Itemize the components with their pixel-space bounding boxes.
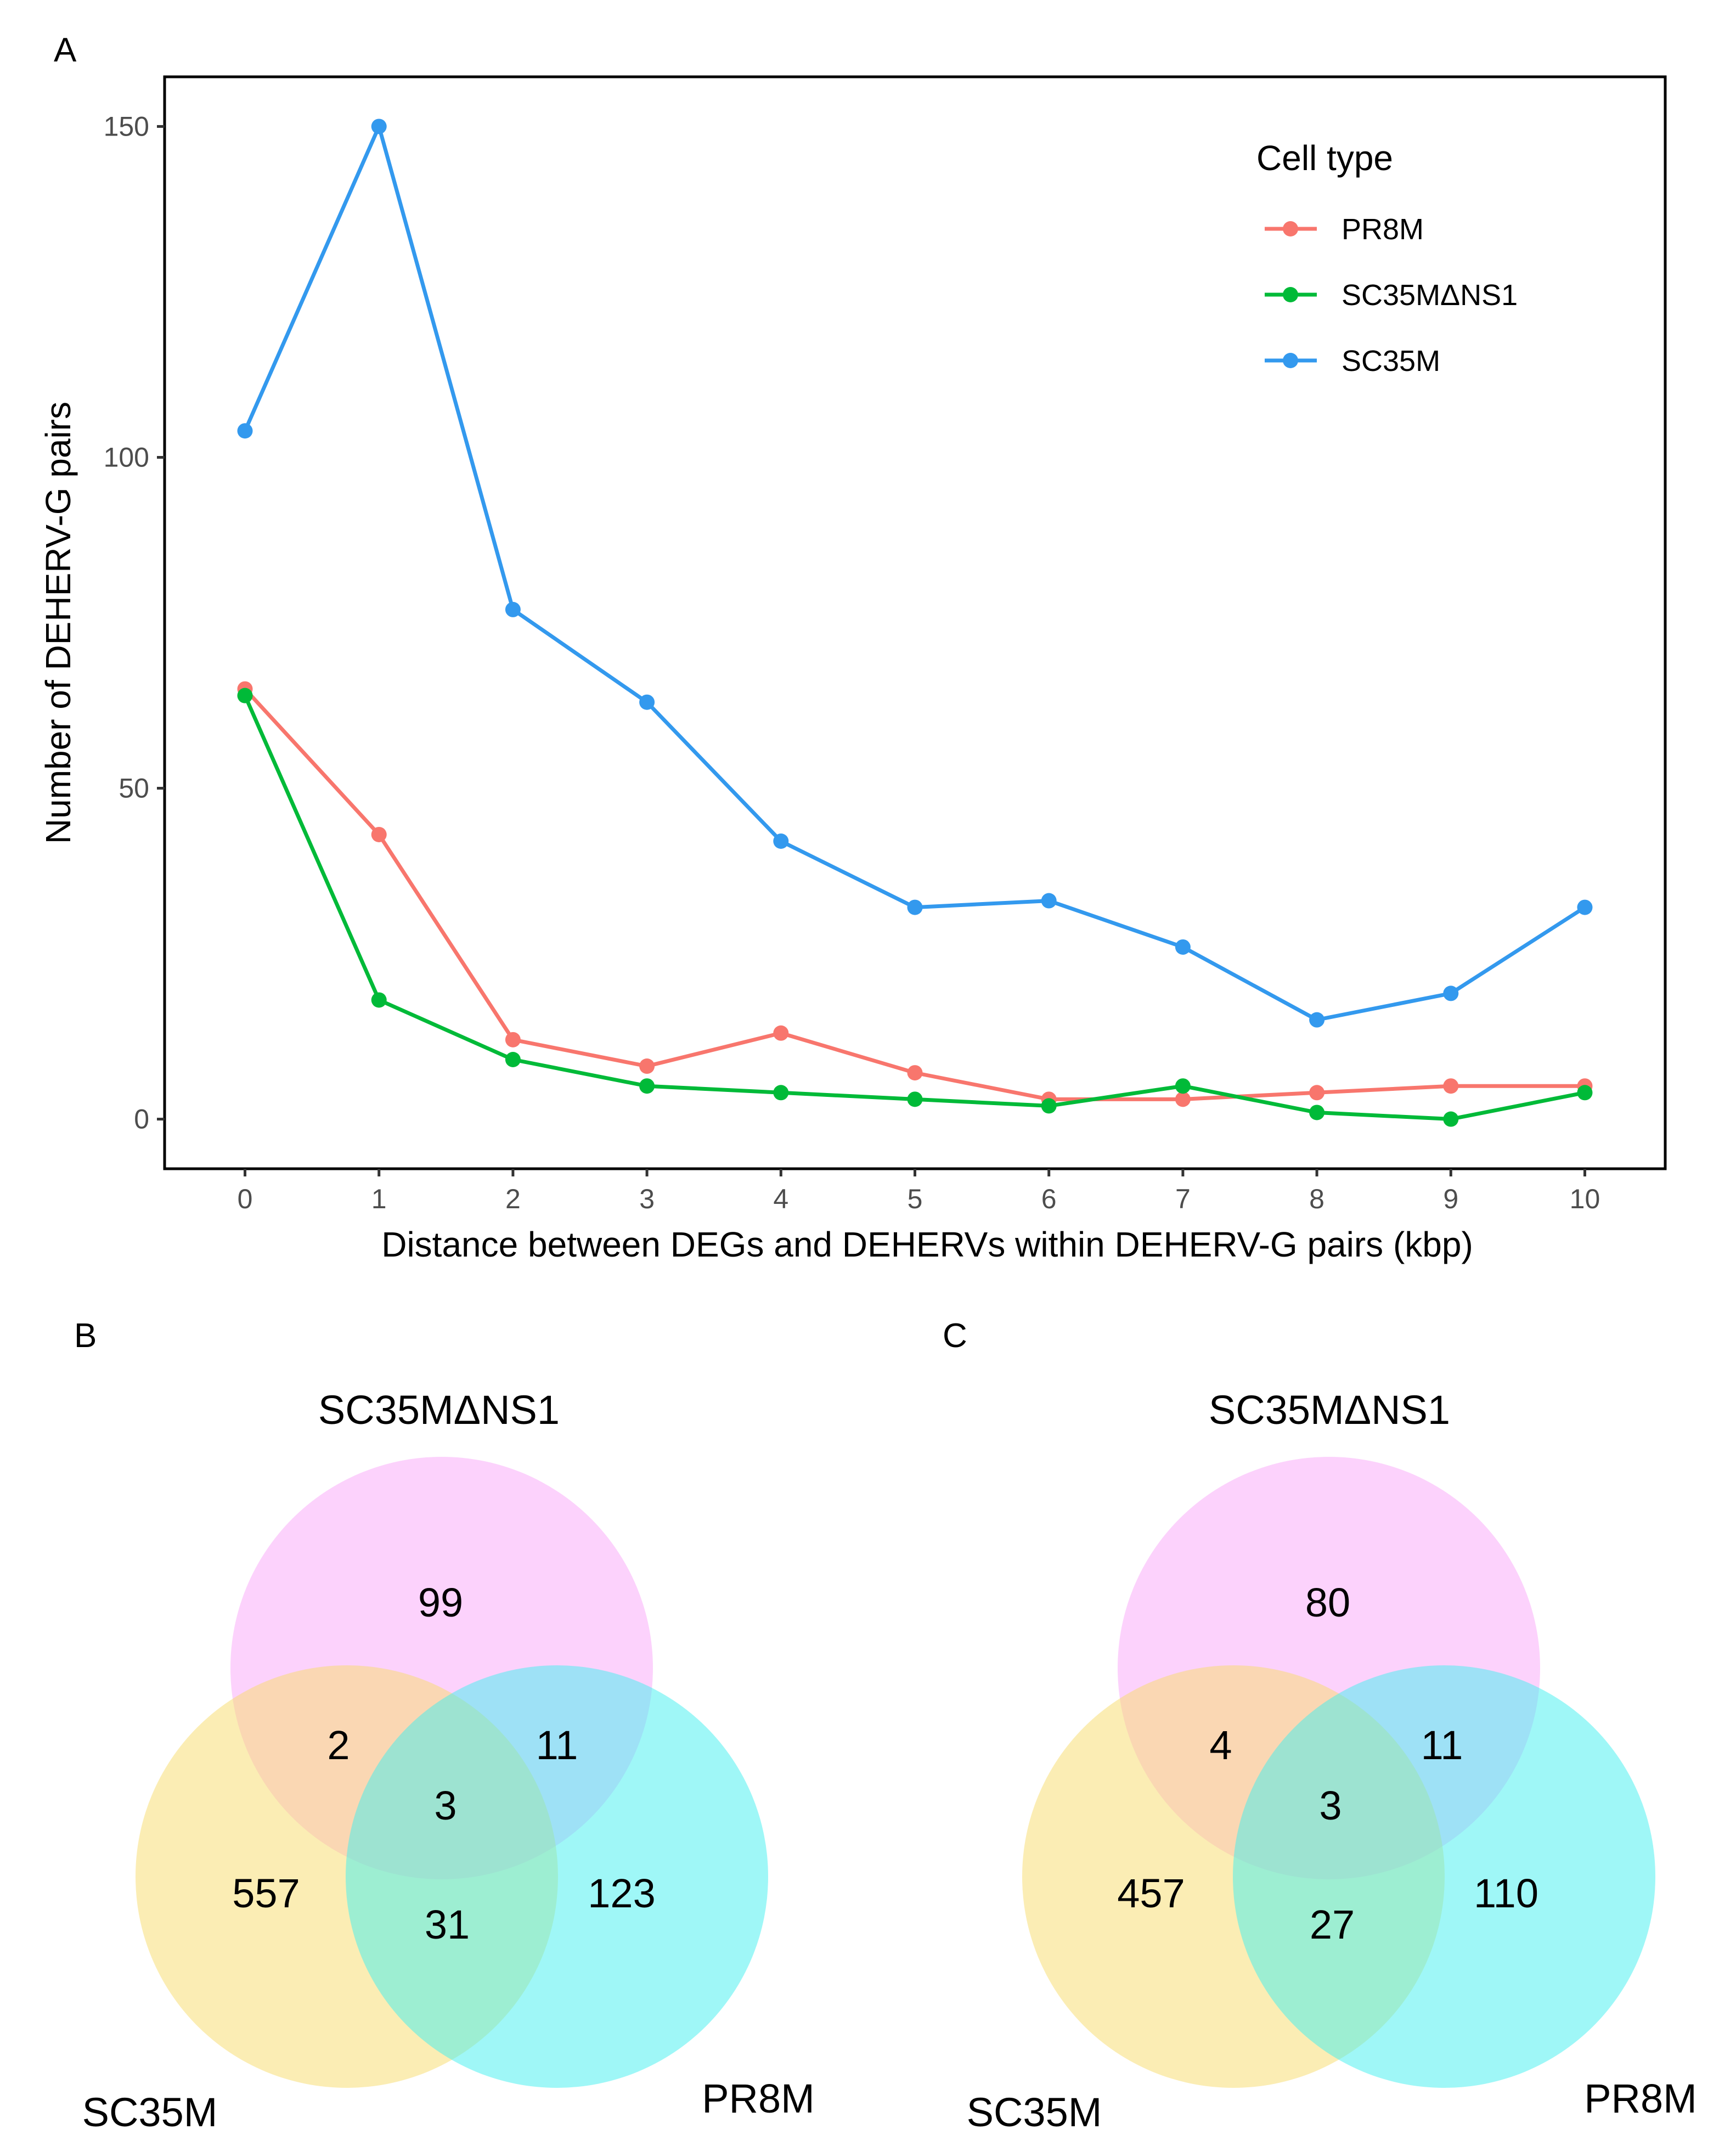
legend-item-pr8m: PR8M	[1265, 213, 1424, 246]
legend-item-sc35m: SC35M	[1265, 345, 1440, 378]
venn-c-count-only-pr8m: 110	[1474, 1871, 1538, 1916]
venn-b-count-only-sc35m: 557	[232, 1871, 300, 1916]
data-point-pr8m-8	[1309, 1085, 1325, 1101]
legend-dot-pr8m	[1283, 221, 1298, 236]
data-point-sc35m-ns1-6	[1041, 1098, 1057, 1114]
x-tick-label-2: 2	[505, 1184, 521, 1214]
data-point-sc35m-ns1-0	[237, 688, 253, 703]
data-point-sc35m-ns1-9	[1443, 1111, 1459, 1127]
venn-c-count-sc35m-dns1-sc35m: 4	[1209, 1722, 1232, 1768]
venn-b-circle-pr8m	[346, 1665, 768, 2088]
data-point-pr8m-2	[505, 1032, 521, 1047]
x-tick-label-7: 7	[1175, 1184, 1191, 1214]
data-point-pr8m-5	[907, 1065, 923, 1081]
venn-c-count-only-sc35m: 457	[1117, 1871, 1185, 1916]
data-point-sc35m-3	[639, 694, 655, 710]
data-point-pr8m-4	[773, 1025, 789, 1041]
data-point-sc35m-4	[773, 833, 789, 849]
venn-c-label-sc35m: SC35M	[967, 2089, 1102, 2135]
data-point-sc35m-5	[907, 899, 923, 915]
x-tick-label-5: 5	[908, 1184, 923, 1214]
data-point-sc35m-10	[1577, 899, 1593, 915]
x-axis-title: Distance between DEGs and DEHERVs within…	[381, 1225, 1473, 1264]
y-axis-title: Number of DEHERV-G pairs	[38, 402, 78, 844]
data-point-sc35m-ns1-8	[1309, 1105, 1325, 1120]
venn-b-label-sc35m: SC35M	[82, 2089, 218, 2135]
y-axis: 0 50 100 150	[104, 111, 165, 1135]
legend-label-pr8m: PR8M	[1342, 213, 1424, 246]
data-point-sc35m-ns1-10	[1577, 1085, 1593, 1101]
data-point-sc35m-ns1-1	[371, 992, 387, 1008]
x-tick-label-4: 4	[773, 1184, 788, 1214]
x-tick-label-9: 9	[1443, 1184, 1458, 1214]
venn-b-count-all: 3	[434, 1783, 456, 1828]
legend-item-sc35m-dns1: SC35MΔNS1	[1265, 279, 1518, 312]
x-tick-label-0: 0	[238, 1184, 253, 1214]
legend-label-sc35m-dns1: SC35MΔNS1	[1342, 279, 1518, 312]
legend: Cell type PR8M SC35MΔNS1 SC35M	[1256, 138, 1518, 378]
data-point-sc35m-6	[1041, 893, 1057, 909]
legend-dot-sc35m	[1283, 353, 1298, 368]
data-point-pr8m-7	[1175, 1091, 1191, 1107]
y-tick-label-0: 0	[134, 1104, 149, 1135]
venn-c-count-only-sc35m-dns1: 80	[1305, 1580, 1350, 1625]
venn-c-label-pr8m: PR8M	[1584, 2076, 1697, 2121]
data-point-sc35m-7	[1175, 939, 1191, 955]
venn-b-count-sc35m-pr8m: 31	[425, 1902, 470, 1947]
venn-b-label-pr8m: PR8M	[702, 2076, 815, 2121]
y-tick-label-50: 50	[119, 773, 149, 804]
panel-b-label: B	[74, 1317, 97, 1355]
panel-b-venn: B SC35MΔNS1 SC35M PR8M 99 2 11 3 557 123…	[74, 1317, 815, 2135]
x-axis: 0 1 2 3 4 5 6 7 8 9 10	[238, 1169, 1600, 1214]
legend-title: Cell type	[1256, 138, 1393, 178]
data-point-sc35m-0	[237, 423, 253, 439]
data-point-sc35m-ns1-2	[505, 1052, 521, 1067]
series-points	[237, 119, 1593, 1127]
panel-a-label: A	[54, 31, 77, 69]
venn-c-circle-pr8m	[1233, 1665, 1655, 2088]
venn-c-count-all: 3	[1319, 1783, 1342, 1828]
data-point-sc35m-ns1-7	[1175, 1078, 1191, 1094]
x-tick-label-10: 10	[1570, 1184, 1600, 1214]
venn-b-count-only-sc35m-dns1: 99	[418, 1580, 463, 1625]
data-point-sc35m-9	[1443, 985, 1459, 1001]
venn-b-label-sc35m-dns1: SC35MΔNS1	[318, 1387, 560, 1433]
x-tick-label-6: 6	[1041, 1184, 1057, 1214]
x-tick-label-1: 1	[371, 1184, 387, 1214]
venn-c-label-sc35m-dns1: SC35MΔNS1	[1209, 1387, 1450, 1433]
y-tick-label-150: 150	[104, 111, 149, 142]
venn-b-count-sc35m-dns1-sc35m: 2	[327, 1722, 350, 1768]
venn-c-count-sc35m-dns1-pr8m: 11	[1421, 1722, 1463, 1768]
x-tick-label-3: 3	[639, 1184, 655, 1214]
legend-label-sc35m: SC35M	[1342, 345, 1440, 378]
data-point-pr8m-3	[639, 1058, 655, 1074]
x-tick-label-8: 8	[1309, 1184, 1324, 1214]
panel-c-label: C	[943, 1317, 967, 1355]
panel-a-line-chart: A 0 50 100 150 0 1 2 3 4 5 6 7 8 9 10 Number of DEHER…	[38, 31, 1667, 1264]
y-tick-label-100: 100	[104, 442, 149, 472]
venn-b-count-sc35m-dns1-pr8m: 11	[536, 1722, 578, 1768]
data-point-sc35m-ns1-4	[773, 1085, 789, 1101]
panel-c-venn: C SC35MΔNS1 SC35M PR8M 80 4 11 3 457 110…	[943, 1317, 1697, 2135]
data-point-sc35m-8	[1309, 1012, 1325, 1028]
data-point-sc35m-ns1-5	[907, 1091, 923, 1107]
venn-b-count-only-pr8m: 123	[588, 1871, 655, 1916]
legend-dot-sc35m-dns1	[1283, 287, 1298, 302]
data-point-pr8m-1	[371, 826, 387, 842]
data-point-sc35m-ns1-3	[639, 1078, 655, 1094]
venn-c-count-sc35m-pr8m: 27	[1310, 1902, 1355, 1947]
data-point-sc35m-2	[505, 601, 521, 617]
data-point-pr8m-9	[1443, 1078, 1459, 1094]
data-point-sc35m-1	[371, 119, 387, 134]
